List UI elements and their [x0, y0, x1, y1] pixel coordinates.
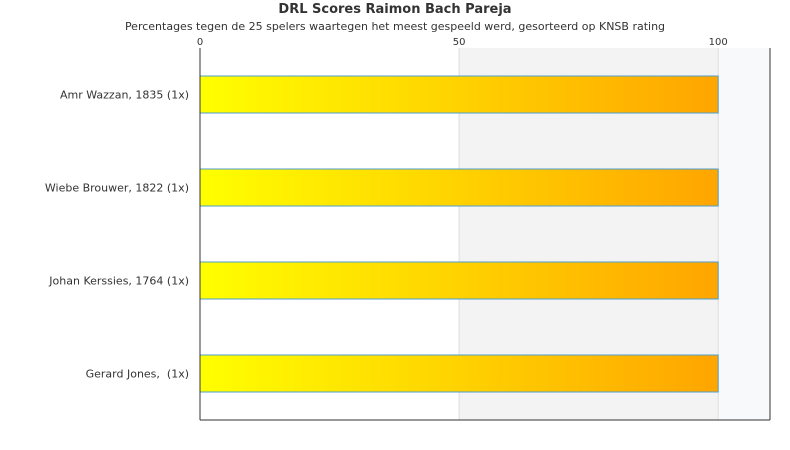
- chart-subtitle: Percentages tegen de 25 spelers waartege…: [124, 20, 666, 33]
- category-label: Amr Wazzan, 1835 (1x): [60, 89, 189, 102]
- bar: [199, 168, 719, 207]
- x-tick-label: 0: [197, 37, 203, 48]
- bar: [199, 354, 719, 393]
- chart-title: DRL Scores Raimon Bach Pareja: [278, 2, 512, 17]
- bar: [199, 75, 719, 114]
- x-tick-labels: 0 50 100: [197, 37, 728, 48]
- category-label: Johan Kerssies, 1764 (1x): [48, 275, 189, 288]
- x-tick-label: 100: [709, 37, 728, 48]
- x-tick-label: 50: [453, 37, 466, 48]
- axes: [199, 48, 771, 421]
- category-label: Wiebe Brouwer, 1822 (1x): [45, 182, 189, 195]
- background-band: [718, 48, 770, 420]
- category-label: Gerard Jones, (1x): [86, 368, 189, 381]
- bar: [199, 261, 719, 300]
- category-labels: Amr Wazzan, 1835 (1x) Wiebe Brouwer, 1822…: [45, 89, 189, 381]
- bars: [199, 75, 719, 393]
